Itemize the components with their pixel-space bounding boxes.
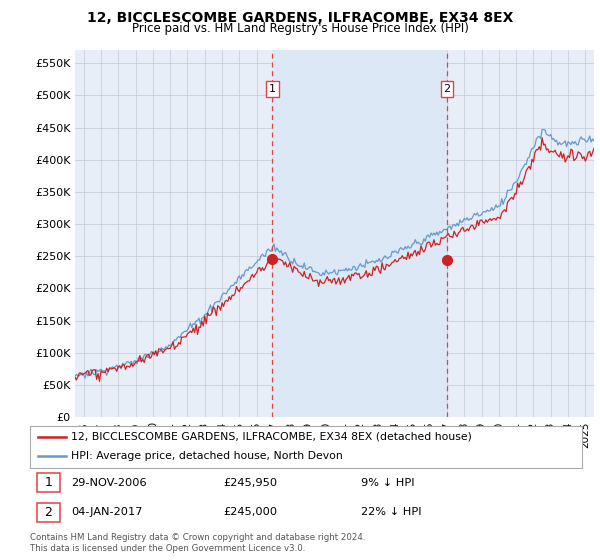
FancyBboxPatch shape [37,473,60,492]
Text: Price paid vs. HM Land Registry's House Price Index (HPI): Price paid vs. HM Land Registry's House … [131,22,469,35]
Text: 12, BICCLESCOMBE GARDENS, ILFRACOMBE, EX34 8EX: 12, BICCLESCOMBE GARDENS, ILFRACOMBE, EX… [87,11,513,25]
Text: 1: 1 [269,84,276,94]
FancyBboxPatch shape [37,502,60,522]
Text: 29-NOV-2006: 29-NOV-2006 [71,478,147,488]
Text: 12, BICCLESCOMBE GARDENS, ILFRACOMBE, EX34 8EX (detached house): 12, BICCLESCOMBE GARDENS, ILFRACOMBE, EX… [71,432,472,442]
Text: £245,950: £245,950 [223,478,277,488]
Text: 04-JAN-2017: 04-JAN-2017 [71,507,143,517]
Text: 2: 2 [443,84,451,94]
Bar [272,50,447,417]
Text: HPI: Average price, detached house, North Devon: HPI: Average price, detached house, Nort… [71,451,343,461]
Text: 2: 2 [44,506,52,519]
Text: Contains HM Land Registry data © Crown copyright and database right 2024.
This d: Contains HM Land Registry data © Crown c… [30,533,365,553]
Text: £245,000: £245,000 [223,507,277,517]
Text: 22% ↓ HPI: 22% ↓ HPI [361,507,422,517]
Text: 1: 1 [44,476,52,489]
Text: 9% ↓ HPI: 9% ↓ HPI [361,478,415,488]
